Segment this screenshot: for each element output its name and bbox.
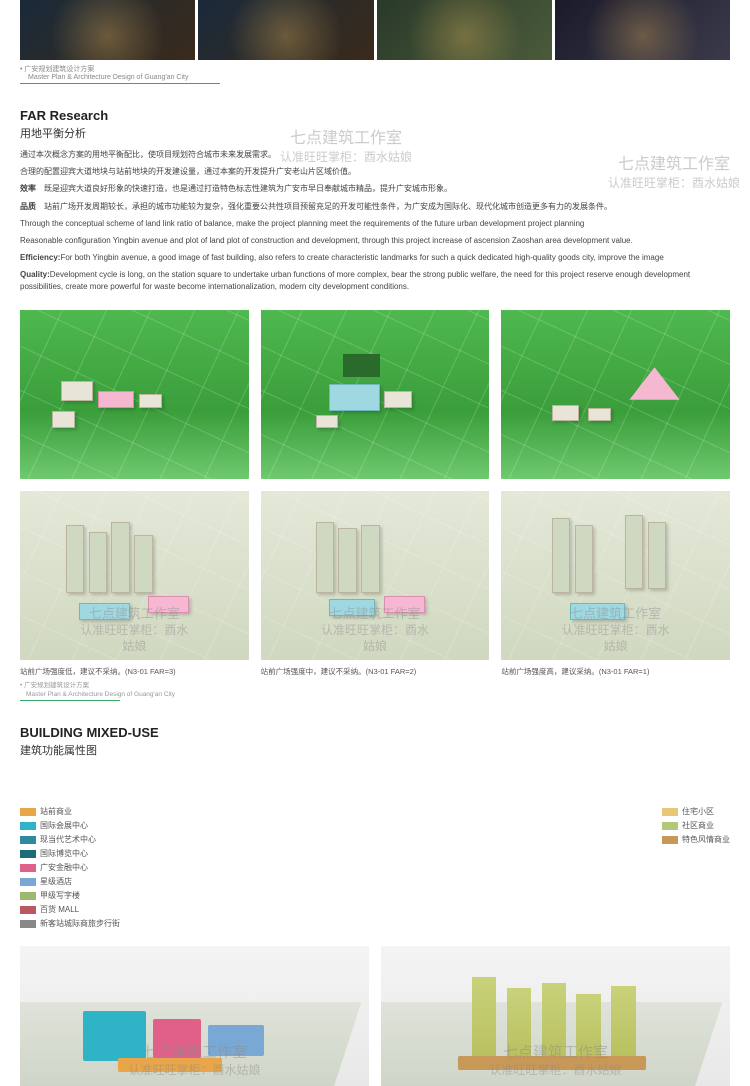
legend-swatch (662, 836, 678, 844)
far-section-heading: FAR Research 用地平衡分析 (0, 84, 750, 149)
legend-label: 甲级写字楼 (40, 890, 80, 901)
legend-item: 新客站城际商旅步行街 (20, 918, 120, 929)
legend-label: 国际博览中心 (40, 848, 88, 859)
thumb (555, 0, 730, 60)
legend-label: 现当代艺术中心 (40, 834, 96, 845)
site-tile: 七点建筑工作室认准旺旺掌柜：酉水姑娘 (20, 491, 249, 660)
legend-label: 站前商业 (40, 806, 72, 817)
site-tile (20, 310, 249, 479)
render-tile: 七点建筑工作室认准旺旺掌柜：酉水姑娘 (20, 946, 369, 1086)
legend-item: 特色风情商业 (662, 834, 730, 845)
legend-swatch (20, 878, 36, 886)
legend-wrap: 站前商业国际会展中心现当代艺术中心国际博览中心广安金融中心星级酒店甲级写字楼百货… (0, 766, 750, 938)
section-title-en: BUILDING MIXED-USE (20, 725, 730, 740)
legend-left: 站前商业国际会展中心现当代艺术中心国际博览中心广安金融中心星级酒店甲级写字楼百货… (20, 806, 120, 932)
legend-item: 国际会展中心 (20, 820, 120, 831)
mixed-use-heading: BUILDING MIXED-USE 建筑功能属性图 (0, 701, 750, 766)
legend-item: 国际博览中心 (20, 848, 120, 859)
site-tile: 七点建筑工作室认准旺旺掌柜：酉水姑娘 (501, 491, 730, 660)
legend-item: 星级酒店 (20, 876, 120, 887)
render-tile: 七点建筑工作室认准旺旺掌柜：酉水姑娘 (381, 946, 730, 1086)
section-title-cn: 用地平衡分析 (20, 125, 730, 141)
section-title-cn: 建筑功能属性图 (20, 742, 730, 758)
legend-label: 社区商业 (682, 820, 714, 831)
legend-swatch (20, 850, 36, 858)
legend-item: 住宅小区 (662, 806, 730, 817)
legend-swatch (20, 892, 36, 900)
caption-row: 站前广场强度低，建议不采纳。(N3-01 FAR=3) • 广安规划建筑设计方案… (0, 664, 750, 701)
legend-label: 广安金融中心 (40, 862, 88, 873)
legend-label: 国际会展中心 (40, 820, 88, 831)
site-tile (261, 310, 490, 479)
legend-label: 住宅小区 (682, 806, 714, 817)
legend-label: 特色风情商业 (682, 834, 730, 845)
legend-label: 星级酒店 (40, 876, 72, 887)
legend-swatch (20, 920, 36, 928)
bottom-renders: 七点建筑工作室认准旺旺掌柜：酉水姑娘 七点建筑工作室认准旺旺掌柜：酉水姑娘 (0, 938, 750, 1086)
top-image-strip (0, 0, 750, 60)
legend-swatch (662, 808, 678, 816)
section-title-en: FAR Research (20, 108, 730, 123)
tile-caption: 站前广场强度低，建议不采纳。(N3-01 FAR=3) (20, 666, 249, 677)
legend-swatch (20, 864, 36, 872)
legend-item: 百货 MALL (20, 904, 120, 915)
legend-right: 住宅小区社区商业特色风情商业 (662, 806, 730, 932)
far-tile-grid: 七点建筑工作室认准旺旺掌柜：酉水姑娘 七点建筑工作室认准旺旺掌柜：酉水姑娘 七点… (0, 298, 750, 665)
tile-caption: 站前广场强度高，建议采纳。(N3-01 FAR=1) (501, 666, 730, 677)
legend-item: 社区商业 (662, 820, 730, 831)
legend-item: 甲级写字楼 (20, 890, 120, 901)
site-tile (501, 310, 730, 479)
legend-swatch (662, 822, 678, 830)
thumb (377, 0, 552, 60)
thumb (20, 0, 195, 60)
legend-item: 站前商业 (20, 806, 120, 817)
legend-swatch (20, 906, 36, 914)
thumb (198, 0, 373, 60)
tile-caption: 站前广场强度中，建议不采纳。(N3-01 FAR=2) (261, 666, 490, 677)
legend-swatch (20, 836, 36, 844)
legend-item: 现当代艺术中心 (20, 834, 120, 845)
legend-swatch (20, 808, 36, 816)
far-body-text: 通过本次概念方案的用地平衡配比，使项目规划符合城市未来发展需求。 合理的配置迎宾… (0, 149, 750, 292)
site-tile: 七点建筑工作室认准旺旺掌柜：酉水姑娘 (261, 491, 490, 660)
footnote: • 广安规划建筑设计方案 Master Plan & Architecture … (0, 60, 750, 81)
legend-item: 广安金融中心 (20, 862, 120, 873)
legend-label: 新客站城际商旅步行街 (40, 918, 120, 929)
legend-swatch (20, 822, 36, 830)
legend-label: 百货 MALL (40, 904, 79, 915)
